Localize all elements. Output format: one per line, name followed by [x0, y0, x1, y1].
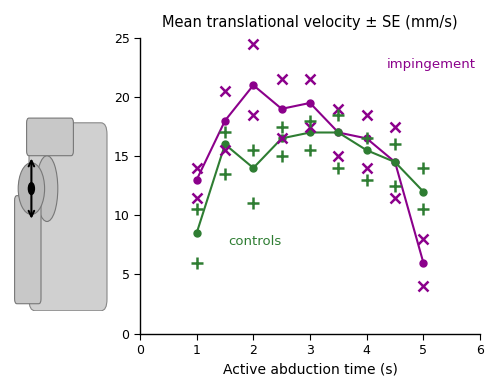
- Circle shape: [28, 183, 34, 194]
- Text: impingement: impingement: [386, 58, 476, 71]
- Text: Mean translational velocity ± SE (mm/s): Mean translational velocity ± SE (mm/s): [162, 15, 458, 30]
- FancyBboxPatch shape: [29, 123, 107, 311]
- FancyBboxPatch shape: [14, 196, 41, 304]
- X-axis label: Active abduction time (s): Active abduction time (s): [222, 362, 398, 376]
- Ellipse shape: [18, 163, 44, 215]
- Ellipse shape: [36, 156, 58, 221]
- FancyBboxPatch shape: [26, 118, 74, 156]
- Text: controls: controls: [228, 235, 281, 248]
